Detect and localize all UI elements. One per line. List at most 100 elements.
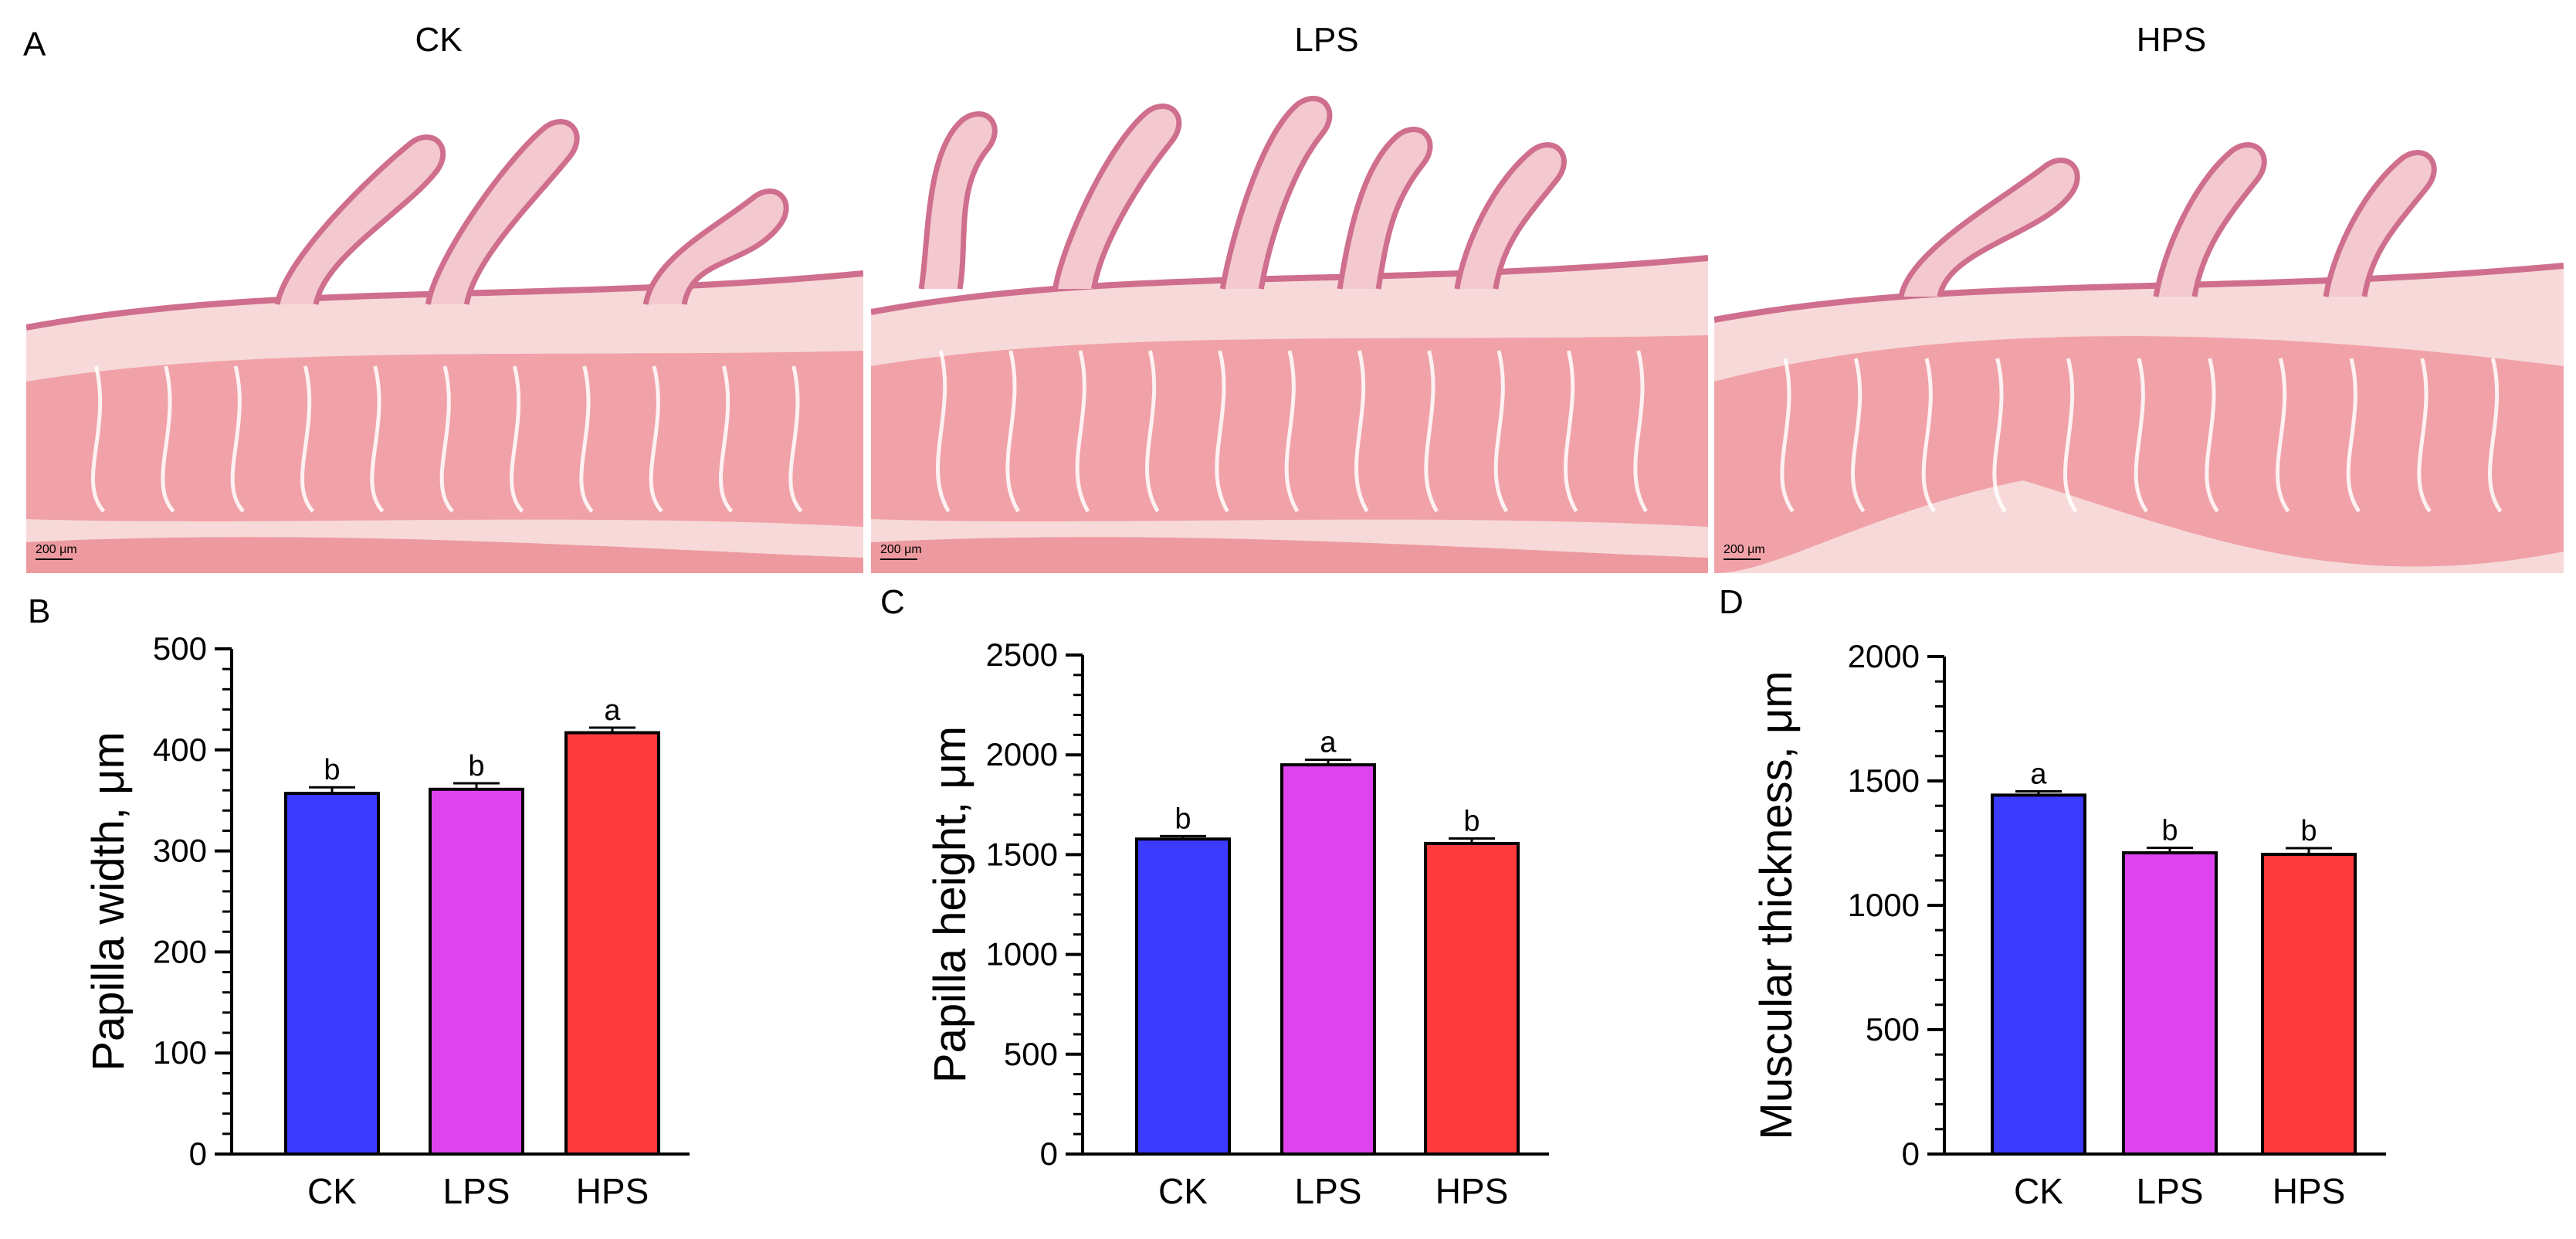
x-tick-label: CK bbox=[2014, 1171, 2063, 1211]
x-tick-label: LPS bbox=[1295, 1171, 1362, 1211]
papilla bbox=[2153, 142, 2267, 297]
y-tick-label: 2000 bbox=[1848, 638, 1920, 674]
micrograph-hps bbox=[1714, 142, 2564, 573]
x-tick-label: HPS bbox=[576, 1171, 649, 1211]
x-tick-label: CK bbox=[307, 1171, 357, 1211]
fascicle-line bbox=[936, 350, 951, 513]
fascicle-line bbox=[1493, 350, 1509, 513]
fascicle-line bbox=[300, 365, 315, 513]
bar-charts: 0 100 200 300 400 500 Papilla width, μm b CK b LPS… bbox=[83, 630, 2386, 1211]
bar-hps bbox=[2261, 852, 2357, 1156]
fascicle-line bbox=[1145, 350, 1160, 513]
outer-layer bbox=[871, 537, 1708, 573]
papilla bbox=[274, 134, 446, 305]
panel-d-letter: D bbox=[1719, 583, 1744, 621]
y-tick-label: 500 bbox=[1004, 1036, 1058, 1072]
papilla bbox=[1052, 104, 1182, 290]
fascicle-line bbox=[1284, 350, 1300, 513]
fascicle-line bbox=[1075, 350, 1090, 513]
bar-lps bbox=[2122, 851, 2218, 1156]
significance-label: a bbox=[2030, 759, 2047, 791]
micrograph-row: CK 200 μm LPS 200 μm HPS 200 μm bbox=[26, 21, 2564, 573]
y-tick-label: 300 bbox=[153, 833, 207, 869]
fascicle-line bbox=[2417, 358, 2432, 513]
micrograph-lps bbox=[871, 96, 1708, 573]
papilla bbox=[1454, 142, 1567, 290]
fascicle-line bbox=[510, 365, 524, 513]
significance-label: b bbox=[2300, 815, 2317, 847]
y-tick-label: 2000 bbox=[986, 736, 1058, 772]
fascicle-line bbox=[439, 365, 454, 513]
y-tick-label: 100 bbox=[153, 1034, 207, 1071]
fascicle-line bbox=[1633, 350, 1648, 513]
bar-lps bbox=[429, 787, 524, 1156]
bar-hps bbox=[564, 731, 660, 1156]
y-tick-label: 2500 bbox=[986, 636, 1058, 673]
micrograph-ck bbox=[26, 119, 863, 573]
fascicle-line bbox=[1921, 358, 1937, 513]
fascicle-line bbox=[1851, 358, 1866, 513]
bar-hps bbox=[1424, 841, 1520, 1156]
significance-label: b bbox=[324, 754, 340, 786]
fascicle-line bbox=[1354, 350, 1369, 513]
papilla bbox=[425, 119, 580, 305]
chart-panel-d: 0 500 1000 1500 2000 Muscular thickness, μm a C… bbox=[1751, 638, 2386, 1211]
y-tick-label: 0 bbox=[1040, 1135, 1058, 1172]
y-axis-label: Papilla width, μm bbox=[83, 732, 134, 1071]
x-tick-label: LPS bbox=[443, 1171, 510, 1211]
y-tick-label: 0 bbox=[1902, 1135, 1920, 1172]
y-tick-label: 200 bbox=[153, 933, 207, 969]
papilla bbox=[918, 111, 998, 290]
fascicle-line bbox=[1005, 350, 1020, 513]
outer-layer bbox=[26, 537, 863, 573]
bar-lps bbox=[1280, 763, 1376, 1156]
y-axis-label: Muscular thickness, μm bbox=[1751, 670, 1802, 1139]
x-tick-label: HPS bbox=[2273, 1171, 2346, 1211]
fascicle-line bbox=[1424, 350, 1439, 513]
fascicle-line bbox=[2488, 358, 2503, 513]
significance-label: b bbox=[1174, 803, 1191, 835]
bar-ck bbox=[1135, 837, 1231, 1156]
significance-label: b bbox=[2161, 815, 2178, 847]
chart-panel-b: 0 100 200 300 400 500 Papilla width, μm b CK b LPS… bbox=[83, 630, 690, 1211]
y-tick-label: 0 bbox=[189, 1135, 207, 1172]
y-tick-label: 1500 bbox=[1848, 762, 1920, 799]
papilla bbox=[642, 188, 789, 305]
scale-bar-label: 200 μm bbox=[1724, 543, 1765, 556]
x-tick-label: CK bbox=[1158, 1171, 1208, 1211]
fascicle-line bbox=[91, 365, 106, 513]
y-tick-label: 400 bbox=[153, 732, 207, 768]
epithelium-line bbox=[1714, 263, 2564, 323]
papilla bbox=[2323, 150, 2437, 297]
fascicle-line bbox=[230, 365, 245, 513]
fascicle-line bbox=[2205, 358, 2219, 513]
fascicle-line bbox=[649, 365, 663, 513]
bar-ck bbox=[1991, 793, 2086, 1156]
fascicle-line bbox=[2063, 358, 2078, 513]
micrograph-title: LPS bbox=[1294, 21, 1358, 59]
fascicle-line bbox=[719, 365, 734, 513]
bar-ck bbox=[284, 792, 380, 1156]
papilla bbox=[1898, 158, 2080, 297]
fascicle-line bbox=[2134, 358, 2149, 513]
y-tick-label: 1500 bbox=[986, 836, 1058, 872]
fascicle-line bbox=[579, 365, 594, 513]
fascicle-line bbox=[1564, 350, 1578, 513]
fascicle-line bbox=[2346, 358, 2361, 513]
panel-a-letter: A bbox=[23, 25, 46, 63]
x-tick-label: LPS bbox=[2137, 1171, 2204, 1211]
y-tick-label: 1000 bbox=[986, 936, 1058, 973]
chart-panel-c: 0 500 1000 1500 2000 2500 Papilla height, μm b C… bbox=[925, 636, 1549, 1211]
fascicle-line bbox=[1215, 350, 1229, 513]
fascicle-line bbox=[1780, 358, 1795, 513]
papilla bbox=[1337, 127, 1433, 290]
y-tick-label: 500 bbox=[1866, 1011, 1920, 1047]
scale-bar-label: 200 μm bbox=[36, 543, 77, 556]
fascicle-line bbox=[370, 365, 385, 513]
fascicle-line bbox=[788, 365, 803, 513]
fascicle-line bbox=[2276, 358, 2290, 513]
significance-label: a bbox=[604, 694, 621, 727]
fascicle-line bbox=[161, 365, 175, 513]
panel-b-letter: B bbox=[28, 592, 50, 630]
